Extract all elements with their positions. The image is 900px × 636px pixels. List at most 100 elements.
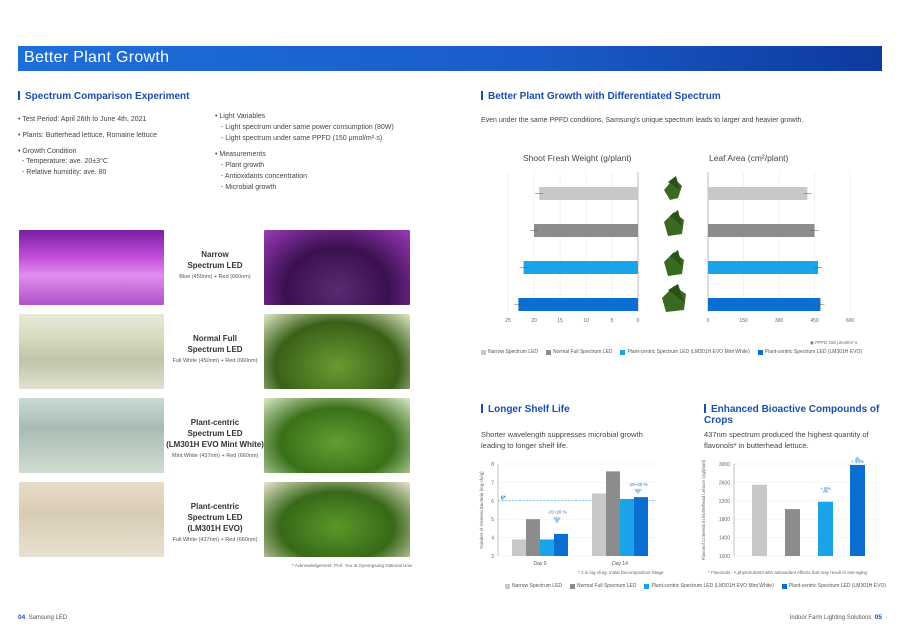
test-period: • Test Period: April 26th to June 4th, 2… xyxy=(18,116,147,123)
x-tick-label: 600 xyxy=(846,318,855,324)
footer-left: 04 Samsung LED xyxy=(18,614,68,621)
row3-title: Plant-centric Spectrum LED (LM301H EVO Min… xyxy=(166,418,264,449)
x-tick-label: Day 0 xyxy=(533,561,546,567)
y-tick-label: 7 xyxy=(491,480,494,486)
y-tick-label: 8 xyxy=(491,462,494,468)
x-tick-label: 0 xyxy=(637,318,640,324)
light-var-2: - Light spectrum under same PPFD (150 μm… xyxy=(221,135,383,142)
shelf-desc-1: Shorter wavelength suppresses microbial … xyxy=(481,430,643,439)
legend-label: Normal Full Spectrum LED xyxy=(577,583,637,589)
measure-2: - Antioxidants concentration xyxy=(221,173,307,180)
plants: • Plants: Butterhead lettuce, Romaine le… xyxy=(18,132,158,139)
bar xyxy=(523,261,638,274)
bar xyxy=(708,298,821,311)
chart1-title: Shoot Fresh Weight (g/plant) xyxy=(523,153,632,163)
bioactive-chart: Flavonol Contents in Butterhead Lettuce … xyxy=(701,456,878,560)
y-tick-label: 1400 xyxy=(719,536,730,542)
growth-condition: • Growth Condition xyxy=(18,148,77,155)
bar xyxy=(634,497,648,556)
legend-swatch xyxy=(481,349,486,355)
x-tick-label: 10 xyxy=(583,318,589,324)
legend-swatch xyxy=(620,349,626,355)
measure-1: - Plant growth xyxy=(221,162,265,169)
legend-item: Plant-centric Spectrum LED (LM301H EVO) xyxy=(757,349,863,355)
acknowledgement: * Acknowledgement: Prof. Yoo at Gyeongsa… xyxy=(292,563,413,568)
y-tick-label: 3 xyxy=(491,554,494,560)
legend-item: Normal Full Spectrum LED xyxy=(546,349,612,355)
bar xyxy=(512,539,526,556)
x-tick-label: 25 xyxy=(505,318,511,324)
y-tick-label: 1800 xyxy=(719,517,730,523)
humidity: - Relative humidity: ave. 80 xyxy=(22,169,107,176)
bar xyxy=(606,471,620,556)
legend-item: Plant-centric Spectrum LED (LM301H EVO M… xyxy=(620,349,750,355)
annotation: -19~20 % xyxy=(628,482,647,487)
narrow-farm-photo xyxy=(19,230,164,305)
mint-farm-photo xyxy=(19,398,164,473)
bar xyxy=(539,187,638,200)
up-arrow-icon xyxy=(854,456,861,461)
measure-3: - Microbial growth xyxy=(221,184,277,191)
legend-top: Narrow Spectrum LED Normal Full Spectrum … xyxy=(481,349,862,355)
x-tick-label: 300 xyxy=(775,318,784,324)
temperature: - Temperature: ave. 20±3°C xyxy=(22,158,108,165)
legend-swatch xyxy=(505,583,510,589)
legend-label: Plant-centric Spectrum LED (LM301H EVO M… xyxy=(651,583,774,589)
y-tick-label: 2200 xyxy=(719,499,730,505)
row4-title: Plant-centric Spectrum LED (LM301H EVO) xyxy=(187,502,243,533)
shelf-desc-2: leading to longer shelf life. xyxy=(481,441,569,450)
legend-label: Plant-centric Spectrum LED (LM301H EVO) xyxy=(764,349,863,355)
plant-growth-desc: Even under the same PPFD conditions, Sam… xyxy=(481,117,804,124)
legend-label: Narrow Spectrum LED xyxy=(488,349,539,355)
lettuce-icon xyxy=(662,284,686,312)
x-tick-label: Day 14 xyxy=(612,561,628,567)
leaf-area-chart: 0 150 300 450 600 xyxy=(707,172,855,324)
legend-swatch xyxy=(570,583,576,589)
chart2-title: Leaf Area (cm²/plant) xyxy=(709,153,789,163)
ppfd-note: ◉ PPFD 150 μmol/m²·s xyxy=(810,340,858,345)
y-tick-label: 5 xyxy=(491,517,494,523)
bar xyxy=(708,261,819,274)
bar xyxy=(540,539,554,556)
x-tick-label: 450 xyxy=(810,318,819,324)
lettuce-icon xyxy=(664,210,684,236)
y-axis-label: Number of General Bacteria (log cfu/g) xyxy=(479,471,484,549)
row1-title: Narrow Spectrum LED xyxy=(187,250,243,270)
evo-farm-photo xyxy=(19,482,164,557)
legend-item: Narrow Spectrum LED xyxy=(505,583,562,589)
row2-title: Normal Full Spectrum LED xyxy=(187,334,243,354)
measurements: • Measurements xyxy=(215,151,266,158)
y-tick-label: 2600 xyxy=(719,480,730,486)
threshold-label: 6* xyxy=(501,495,506,501)
y-axis-label: Flavonol Contents in Butterhead Lettuce … xyxy=(701,459,706,560)
y-tick-label: 3000 xyxy=(719,462,730,468)
annotation: + 49% xyxy=(851,459,864,464)
bar xyxy=(785,509,800,556)
y-tick-label: 1000 xyxy=(719,554,730,560)
evo-lettuce-photo xyxy=(264,482,410,557)
bio-desc-1: 437nm spectrum produced the highest quan… xyxy=(704,430,869,439)
bioactive-title: Enhanced Bioactive Compounds of Crops xyxy=(704,404,900,426)
normal-farm-photo xyxy=(19,314,164,389)
x-tick-label: 15 xyxy=(557,318,563,324)
row1-sub: Blue (450nm) + Red (660nm) xyxy=(179,274,251,280)
bar xyxy=(554,533,568,556)
shelf-note: * 1 in log cfu/g: Initial Decomposition … xyxy=(578,570,664,575)
row4-sub: Full White (437nm) + Red (660nm) xyxy=(172,537,258,543)
down-arrow-icon xyxy=(634,488,642,495)
page-title: Better Plant Growth xyxy=(24,49,170,66)
x-tick-label: 20 xyxy=(531,318,537,324)
light-variables: • Light Variables xyxy=(215,113,266,120)
bar xyxy=(708,224,815,237)
bar xyxy=(518,298,638,311)
legend-label: Plant-centric Spectrum LED (LM301H EVO M… xyxy=(627,349,750,355)
x-tick-label: 0 xyxy=(707,318,710,324)
legend-label: Plant-centric Spectrum LED (LM301H EVO) xyxy=(788,583,887,589)
legend-label: Narrow Spectrum LED xyxy=(512,583,563,589)
legend-item: Narrow Spectrum LED xyxy=(481,349,538,355)
legend-swatch xyxy=(644,583,650,589)
bar xyxy=(592,493,606,556)
legend-swatch xyxy=(781,583,787,589)
bar xyxy=(708,187,808,200)
row2-sub: Full White (450nm) + Red (660nm) xyxy=(172,358,258,364)
